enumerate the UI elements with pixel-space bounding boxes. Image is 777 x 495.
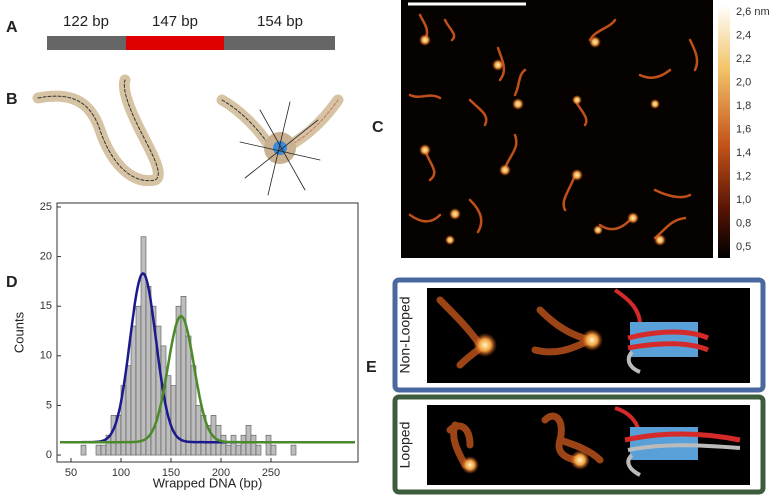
bar [145, 286, 152, 456]
colorbar-label: 2,6 nm [736, 6, 770, 18]
bar [250, 434, 257, 456]
bar [140, 236, 147, 456]
bar [255, 444, 262, 456]
y-tick-label: 10 [40, 350, 52, 362]
bar [170, 385, 177, 456]
x-tick-label: 200 [212, 467, 230, 479]
colorbar-label: 2,4 [736, 29, 751, 41]
bar [95, 444, 102, 456]
bar [290, 444, 297, 456]
bar [100, 444, 107, 456]
x-axis-label: Wrapped DNA (bp) [153, 475, 263, 490]
panel-letter: A [6, 19, 18, 36]
dna-trace [32, 74, 344, 196]
colorbar-label: 0,5 [736, 241, 751, 253]
panel-letter: D [6, 274, 18, 291]
bar [270, 444, 277, 456]
x-tick-label: 150 [162, 467, 180, 479]
y-tick-label: 25 [40, 201, 52, 213]
y-tick-label: 15 [40, 300, 52, 312]
bar [135, 305, 142, 456]
x-tick-label: 100 [112, 467, 130, 479]
nucleosome-model [613, 288, 741, 477]
bar [80, 444, 87, 456]
colorbar-label: 1,2 [736, 170, 751, 182]
colorbar-label: 1,4 [736, 147, 751, 159]
bar [235, 444, 242, 456]
y-tick-label: 0 [46, 449, 52, 461]
y-tick-label: 20 [40, 250, 52, 262]
colorbar-label: 0,8 [736, 217, 751, 229]
y-tick-label: 5 [46, 399, 52, 411]
colorbar-label: 2,2 [736, 53, 751, 65]
row-label: Looped [397, 422, 413, 469]
bar [195, 405, 202, 456]
afm-image [401, 0, 713, 258]
bar [130, 325, 137, 456]
bar [240, 434, 247, 456]
colorbar-label: 1,6 [736, 123, 751, 135]
colorbar-label: 2,0 [736, 76, 751, 88]
y-axis-label: Counts [11, 311, 26, 353]
plot-frame [56, 202, 359, 463]
bar [225, 444, 232, 456]
bar [230, 434, 237, 456]
afm-nucleosomes [419, 34, 666, 246]
colorbar-label: 1,0 [736, 194, 751, 206]
bar [245, 424, 252, 456]
nucleosome-segment [126, 36, 224, 50]
segment-label: 154 bp [257, 13, 303, 30]
bar [220, 434, 227, 456]
colorbar-label: 1,8 [736, 100, 751, 112]
x-tick-label: 250 [262, 467, 280, 479]
bar [185, 335, 192, 456]
segment-label: 147 bp [152, 13, 198, 30]
fit-curve [60, 272, 355, 444]
row-label: Non-Looped [397, 296, 413, 373]
dna-segment [224, 36, 335, 50]
segment-label: 122 bp [63, 13, 109, 30]
x-tick-label: 50 [65, 467, 77, 479]
panel-letter: B [6, 91, 18, 108]
afm-crop-nucleosomes [461, 329, 603, 474]
panel-letter: C [372, 119, 384, 136]
fit-curve [60, 314, 355, 444]
bar [175, 305, 182, 456]
bar [265, 434, 272, 456]
panel-letter: E [366, 359, 377, 376]
colorbar [718, 5, 730, 258]
dna-segment [47, 36, 126, 50]
